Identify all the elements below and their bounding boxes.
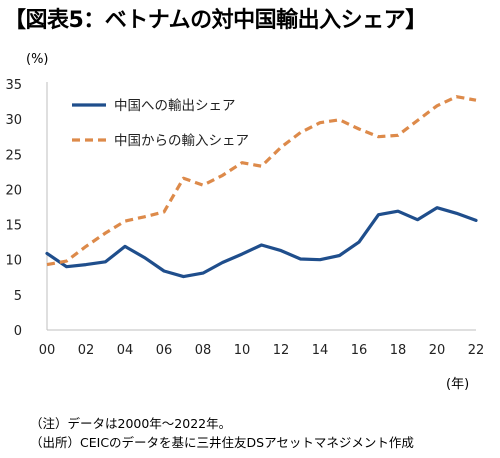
y-tick-label: 0 bbox=[14, 324, 22, 339]
y-tick-label: 35 bbox=[5, 78, 22, 93]
y-tick-label: 10 bbox=[5, 254, 22, 269]
x-tick-label: 14 bbox=[312, 343, 329, 358]
x-tick-label: 20 bbox=[429, 343, 446, 358]
x-axis-unit: (年) bbox=[446, 377, 470, 392]
x-tick-label: 04 bbox=[117, 343, 134, 358]
x-tick-label: 12 bbox=[273, 343, 290, 358]
y-tick-label: 30 bbox=[5, 113, 22, 128]
y-tick-label: 25 bbox=[5, 148, 22, 163]
legend-label: 中国への輸出シェア bbox=[114, 98, 236, 114]
chart-title: 【図表5：ベトナムの対中国輸出入シェア】 bbox=[4, 8, 427, 33]
legend-label: 中国からの輸入シェア bbox=[114, 133, 249, 149]
x-tick-label: 18 bbox=[390, 343, 407, 358]
x-tick-label: 02 bbox=[78, 343, 95, 358]
x-tick-label: 22 bbox=[468, 343, 485, 358]
footnote-note: （注）データは2000年～2022年。 bbox=[30, 416, 232, 431]
y-tick-label: 15 bbox=[5, 219, 22, 234]
x-tick-label: 08 bbox=[195, 343, 212, 358]
import-share-line bbox=[46, 95, 477, 267]
footnote-source: （出所）CEICのデータを基に三井住友DSアセットマネジメント作成 bbox=[30, 435, 414, 450]
y-axis-unit: (%) bbox=[26, 52, 49, 67]
x-tick-label: 06 bbox=[156, 343, 173, 358]
export-share-line bbox=[45, 206, 478, 279]
x-tick-label: 10 bbox=[234, 343, 251, 358]
y-tick-label: 5 bbox=[14, 289, 22, 304]
x-tick-label: 16 bbox=[351, 343, 368, 358]
x-tick-label: 00 bbox=[39, 343, 56, 358]
y-tick-label: 20 bbox=[5, 183, 22, 198]
